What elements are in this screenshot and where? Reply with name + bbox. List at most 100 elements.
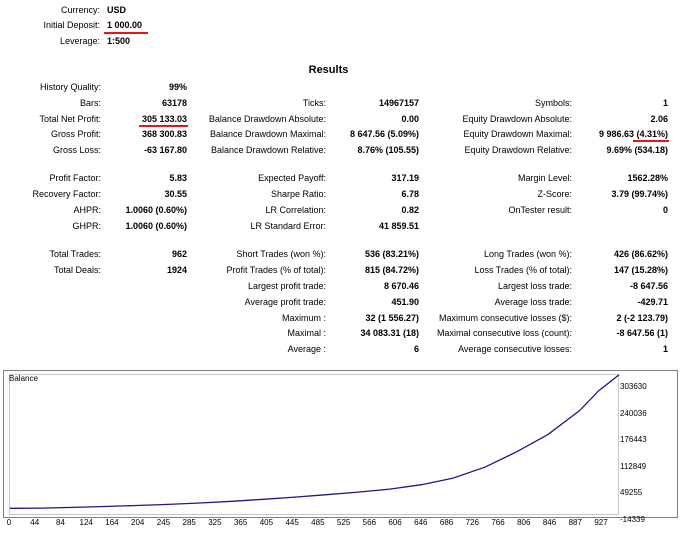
- total-net-profit-value: 305 133.03: [141, 114, 187, 124]
- plot-area: [9, 374, 619, 515]
- balance-line: [9, 374, 620, 509]
- history-quality-value: 99%: [168, 82, 187, 92]
- balance-dd-maximal-label: Balance Drawdown Maximal:: [209, 129, 326, 139]
- expected-payoff-label: Expected Payoff:: [258, 173, 326, 183]
- x-tick-label: 646: [414, 518, 428, 527]
- leverage-label: Leverage:: [59, 36, 100, 46]
- profit-trades-value: 815 (84.72%): [364, 265, 419, 275]
- currency-value: USD: [107, 5, 127, 15]
- margin-level-label: Margin Level:: [517, 173, 572, 183]
- lr-correlation-value: 0.82: [401, 205, 419, 215]
- balance-dd-absolute-label: Balance Drawdown Absolute:: [208, 114, 326, 124]
- short-trades-value: 536 (83.21%): [364, 249, 419, 259]
- loss-trades-label: Loss Trades (% of total):: [474, 265, 572, 275]
- average-loss-trade-label: Average loss trade:: [494, 297, 572, 307]
- ghpr-label: GHPR:: [72, 221, 101, 231]
- expected-payoff-value: 317.19: [391, 173, 419, 183]
- y-tick-label: 176443: [620, 435, 647, 445]
- largest-loss-trade-label: Largest loss trade:: [497, 281, 572, 291]
- max-consecutive-losses-label: Maximum consecutive losses ($):: [438, 313, 572, 323]
- ahpr-label: AHPR:: [73, 205, 101, 215]
- currency-label: Currency:: [60, 5, 100, 15]
- lr-standard-error-value: 41 859.51: [378, 221, 419, 231]
- largest-loss-trade-value: -8 647.56: [629, 281, 668, 291]
- x-tick-label: 927: [594, 518, 608, 527]
- gross-profit-label: Gross Profit:: [50, 129, 101, 139]
- total-deals-value: 1924: [166, 265, 187, 275]
- maximal-consecutive-loss-value: -8 647.56 (1): [616, 328, 668, 338]
- ticks-label: Ticks:: [302, 98, 326, 108]
- ontester-result-value: 0: [662, 205, 668, 215]
- x-tick-label: 44: [30, 518, 40, 527]
- equity-dd-maximal-value: 9 986.63 (4.31%): [598, 129, 668, 139]
- average-consecutive-losses-value: 1: [662, 344, 668, 354]
- x-tick-label: 606: [388, 518, 402, 527]
- equity-dd-absolute-label: Equity Drawdown Absolute:: [462, 114, 572, 124]
- sharpe-ratio-label: Sharpe Ratio:: [270, 189, 326, 199]
- initial-deposit-value: 1 000.00: [107, 20, 143, 30]
- largest-profit-trade-label: Largest profit trade:: [247, 281, 326, 291]
- chart-title: Balance: [9, 374, 38, 383]
- z-score-label: Z-Score:: [537, 189, 572, 199]
- largest-profit-trade-value: 8 670.46: [383, 281, 419, 291]
- y-tick-label: 112849: [620, 461, 647, 471]
- long-trades-label: Long Trades (won %):: [483, 249, 572, 259]
- ghpr-value: 1.0060 (0.60%): [125, 221, 187, 231]
- maximum-consecutive-wins-label: Maximum :: [281, 313, 326, 323]
- z-score-value: 3.79 (99.74%): [611, 189, 668, 199]
- x-tick-label: 245: [156, 518, 171, 527]
- lr-correlation-label: LR Correlation:: [265, 205, 326, 215]
- gross-profit-value: 368 300.83: [141, 129, 187, 139]
- equity-dd-maximal-label: Equity Drawdown Maximal:: [463, 129, 572, 139]
- x-tick-label: 124: [79, 518, 93, 527]
- y-tick-label: 49255: [620, 488, 643, 498]
- sharpe-ratio-value: 6.78: [401, 189, 419, 199]
- symbols-value: 1: [662, 98, 668, 108]
- leverage-value: 1:500: [107, 36, 131, 46]
- maximal-consecutive-profit-label: Maximal :: [287, 328, 326, 338]
- x-tick-label: 84: [56, 518, 65, 527]
- x-tick-label: 285: [182, 518, 196, 527]
- gross-loss-label: Gross Loss:: [52, 145, 101, 155]
- balance-dd-relative-value: 8.76% (105.55): [357, 145, 419, 155]
- profit-factor-label: Profit Factor:: [49, 173, 101, 183]
- y-tick-label: 303630: [620, 382, 647, 391]
- max-consecutive-losses-value: 2 (-2 123.79): [616, 313, 668, 323]
- average-consecutive-losses-label: Average consecutive losses:: [458, 344, 572, 354]
- ticks-value: 14967157: [378, 98, 419, 108]
- recovery-factor-value: 30.55: [164, 189, 187, 199]
- equity-dd-relative-label: Equity Drawdown Relative:: [464, 145, 572, 155]
- equity-dd-absolute-value: 2.06: [650, 114, 668, 124]
- ontester-result-label: OnTester result:: [508, 205, 572, 215]
- maximal-consecutive-loss-label: Maximal consecutive loss (count):: [436, 328, 572, 338]
- x-tick-label: 806: [517, 518, 531, 527]
- equity-dd-relative-value: 9.69% (534.18): [606, 145, 668, 155]
- ahpr-value: 1.0060 (0.60%): [125, 205, 187, 215]
- symbols-label: Symbols:: [534, 98, 572, 108]
- total-trades-label: Total Trades:: [49, 249, 101, 259]
- total-deals-label: Total Deals:: [53, 265, 101, 275]
- y-tick-label: 240036: [620, 408, 647, 418]
- deposit-underline: [104, 32, 148, 34]
- average-loss-trade-value: -429.71: [637, 297, 668, 307]
- profit-trades-label: Profit Trades (% of total):: [226, 265, 326, 275]
- x-tick-label: 525: [336, 518, 351, 527]
- maximum-consecutive-wins-value: 32 (1 556.27): [365, 313, 419, 323]
- balance-chart: [3, 370, 678, 518]
- maximal-consecutive-profit-value: 34 083.31 (18): [360, 328, 419, 338]
- short-trades-label: Short Trades (won %):: [236, 249, 326, 259]
- results-title: Results: [308, 64, 349, 76]
- net-profit-underline: [139, 125, 188, 127]
- average-profit-trade-label: Average profit trade:: [244, 297, 326, 307]
- balance-dd-relative-label: Balance Drawdown Relative:: [210, 145, 326, 155]
- bars-label: Bars:: [79, 98, 101, 108]
- x-tick-label: 485: [311, 518, 325, 527]
- lr-standard-error-label: LR Standard Error:: [250, 221, 326, 231]
- x-tick-label: 686: [439, 518, 454, 527]
- average-consecutive-wins-value: 6: [413, 344, 419, 354]
- margin-level-value: 1562.28%: [627, 173, 668, 183]
- total-trades-value: 962: [171, 249, 187, 259]
- x-tick-label: 204: [131, 518, 145, 527]
- initial-deposit-label: Initial Deposit:: [43, 20, 100, 30]
- balance-chart-svg: [9, 374, 620, 509]
